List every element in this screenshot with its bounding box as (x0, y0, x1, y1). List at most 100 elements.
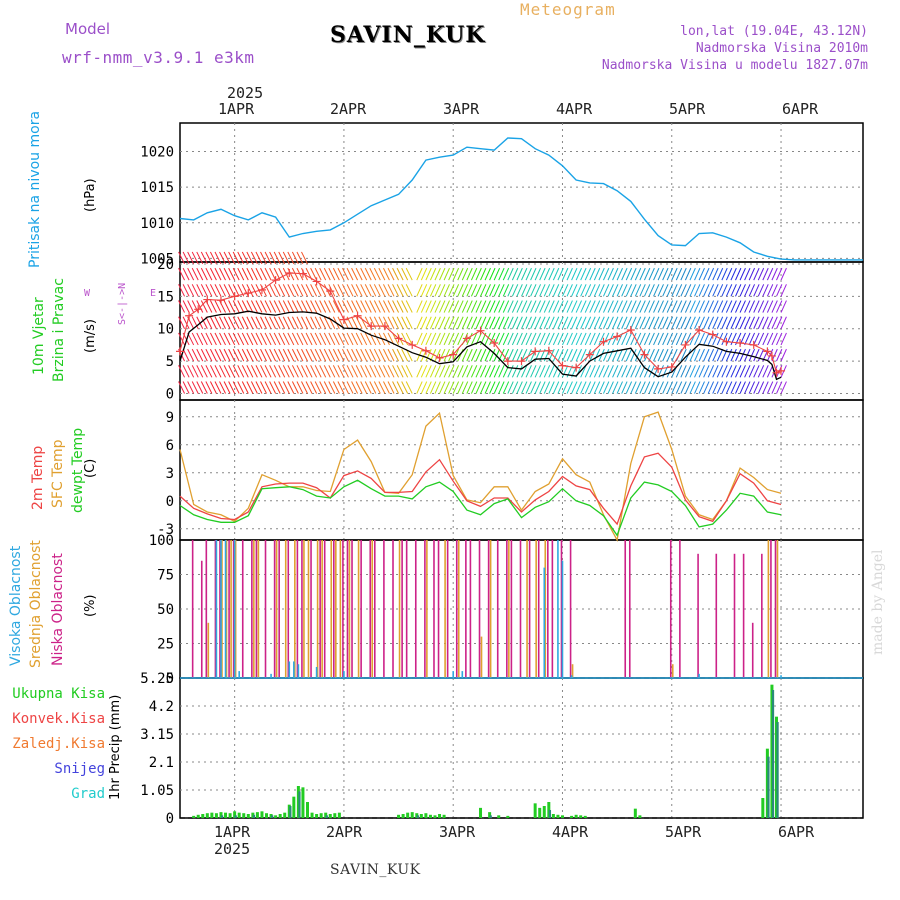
grad-bar (298, 791, 301, 818)
wind-barb (392, 381, 400, 394)
wind-barb (332, 267, 340, 281)
wind-barb (739, 381, 746, 394)
wind-barb (598, 316, 605, 329)
wind-barb (712, 267, 719, 281)
wind-barb (182, 381, 190, 394)
wind-barb (209, 251, 217, 265)
wind-barb (698, 300, 705, 313)
wind-barb (269, 365, 277, 378)
wind-barb (387, 365, 395, 378)
wind-barb (766, 267, 774, 281)
wind-barb (589, 267, 596, 281)
ytick-label-p1-2: 1015 (140, 180, 174, 196)
precip-total-bar (265, 813, 269, 818)
wind-barb (571, 267, 578, 281)
wind-barb (625, 284, 633, 297)
wind-barb (452, 365, 460, 378)
ytick-label-p5-1: 1.05 (140, 783, 174, 799)
wind-barb (214, 332, 222, 346)
wind-barb (392, 284, 400, 297)
wind-barb (246, 316, 254, 329)
wind-barb (639, 381, 646, 394)
ytick-label-p1-3: 1020 (140, 145, 174, 161)
wind-barb (264, 267, 272, 281)
wind-barb (425, 332, 432, 346)
wind-barb (539, 365, 546, 378)
wind-barb (516, 348, 523, 362)
wind-barb (593, 332, 601, 346)
wind-barb (305, 332, 313, 346)
wind-barb (205, 251, 213, 265)
wind-barb (323, 365, 331, 378)
wind-barb (735, 381, 742, 394)
wind-barb (457, 316, 464, 329)
wind-barb (369, 267, 377, 281)
wind-barb (260, 267, 267, 281)
wind-barb (511, 267, 519, 281)
wind-barb (310, 316, 318, 329)
wind-barb (241, 267, 249, 281)
wind-barb (703, 332, 710, 346)
wind-barb (530, 284, 537, 297)
wind-barb (346, 348, 354, 362)
wind-barb (332, 300, 340, 313)
wind-barb (707, 381, 715, 394)
ytick-label-p1-1: 1010 (140, 216, 174, 232)
wind-barb (630, 267, 637, 281)
grad-bar (776, 722, 779, 818)
wind-barb (571, 381, 578, 394)
wind-barb (223, 284, 231, 297)
wind-barb (643, 332, 651, 346)
wind-barb (557, 284, 564, 297)
wind-barb (255, 332, 263, 346)
wind-barb (566, 332, 573, 346)
wind-barb (671, 284, 678, 297)
wind-barb (328, 284, 336, 297)
wind-barb (351, 381, 359, 394)
wind-barb (753, 365, 760, 378)
wind-barb (369, 365, 377, 378)
wind-barb (584, 365, 592, 378)
wind-barb (671, 300, 678, 313)
wind-barb (589, 284, 596, 297)
wind-barb (612, 267, 619, 281)
wind-barb (648, 381, 655, 394)
wind-barb (470, 365, 478, 378)
wind-barb (716, 284, 724, 297)
wind-barb (753, 316, 760, 329)
year-label-bottom: 2025 (214, 840, 251, 858)
ytick-label-p1-0: 1005 (140, 251, 174, 267)
wind-barb (209, 348, 217, 362)
wind-barb (182, 251, 190, 265)
wind-barb (373, 348, 381, 362)
wind-barb (246, 284, 254, 297)
wind-barb (214, 300, 222, 313)
wind-barb (612, 284, 619, 297)
wind-barb (342, 348, 349, 362)
wind-barb (443, 381, 450, 394)
wind-barb (429, 332, 437, 346)
ytick-label-p4-1: 25 (157, 637, 174, 653)
wind-barb (200, 348, 208, 362)
wind-gust-marker (531, 347, 540, 356)
wind-barb (511, 300, 519, 313)
wind-barb (232, 381, 240, 394)
wind-barb (703, 316, 710, 329)
wind-barb (466, 267, 473, 281)
wind-barb (296, 365, 304, 378)
wind-barb (301, 251, 308, 265)
wind-barb (401, 381, 409, 394)
wind-barb (684, 365, 692, 378)
ytick-label-p5-3: 3.15 (140, 727, 174, 743)
wind-barb (355, 381, 363, 394)
wind-barb (475, 267, 482, 281)
wind-barb (657, 267, 664, 281)
wind-barb (534, 365, 542, 378)
wind-barb (383, 381, 390, 394)
wind-barb (730, 365, 737, 378)
wind-barb (246, 348, 254, 362)
wind-barb (648, 284, 655, 297)
wind-barb (223, 348, 231, 362)
wind-barb (766, 381, 774, 394)
wind-barb (237, 381, 245, 394)
